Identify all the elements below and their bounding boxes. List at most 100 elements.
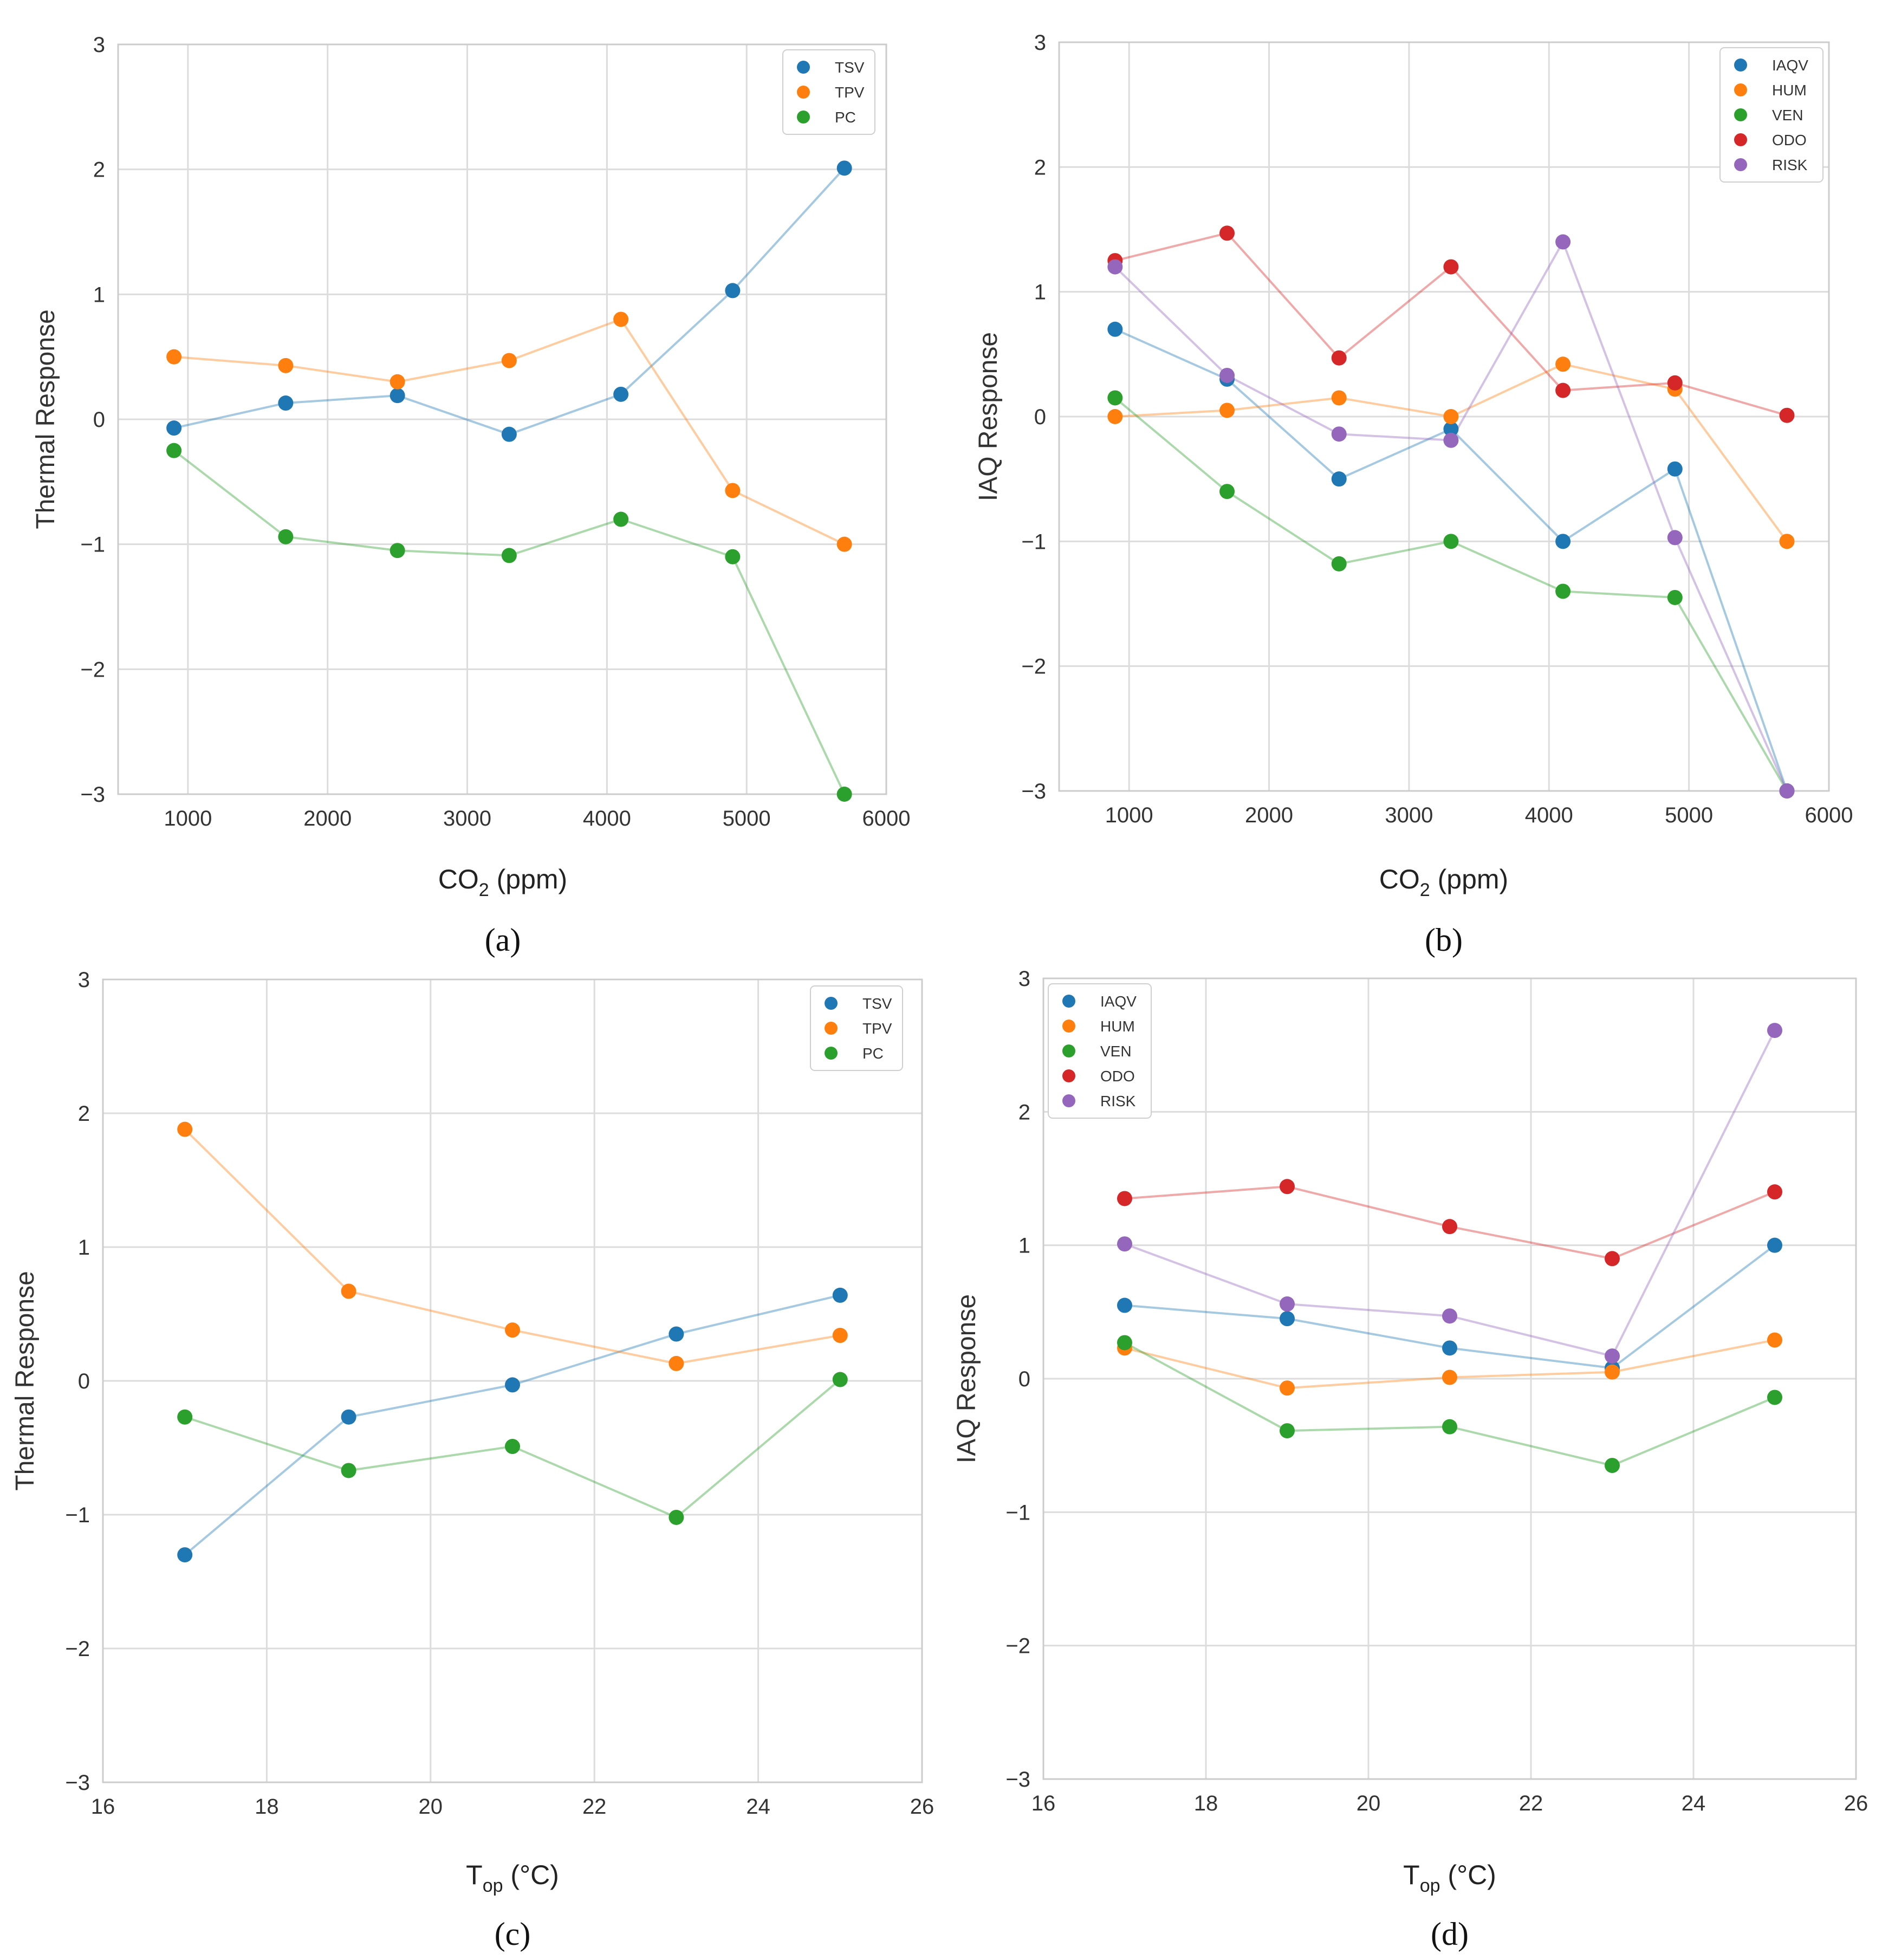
x-tick-label: 5000 [723, 807, 771, 830]
data-point-hum [1219, 403, 1235, 418]
legend-marker-tpv [825, 1022, 838, 1035]
data-point-odo [1280, 1179, 1295, 1195]
chart-a: 1000 2000 3000 4000 5000 6000 −3 −2 −1 0 1 2 3 Therma… [31, 33, 910, 958]
data-point-pc [669, 1509, 684, 1525]
y-tick-label: 1 [1018, 1234, 1030, 1258]
data-point-pc [166, 443, 182, 458]
x-tick-label: 2000 [1245, 803, 1293, 827]
x-axis-label-main: T [466, 1860, 483, 1890]
data-point-tpv [390, 374, 405, 390]
data-point-pc [501, 548, 517, 563]
x-axis-label-rest: (°C) [503, 1860, 559, 1890]
data-point-ven [1667, 589, 1683, 605]
data-point-hum [1331, 390, 1347, 406]
panel-label: (d) [1431, 1916, 1469, 1952]
series-points [166, 160, 852, 802]
y-tick-labels: −3 −2 −1 0 1 2 3 [80, 33, 105, 807]
data-point-pc [613, 511, 629, 527]
legend-label-tsv: TSV [835, 59, 865, 76]
data-point-pc [505, 1439, 520, 1455]
data-point-tsv [505, 1377, 520, 1393]
y-tick-label: −1 [65, 1503, 90, 1527]
x-tick-label: 24 [746, 1795, 770, 1819]
data-point-hum [1555, 356, 1571, 372]
data-point-hum [1779, 534, 1795, 549]
legend-label-odo: ODO [1772, 132, 1807, 148]
plot-frame [1042, 977, 1857, 1780]
x-tick-label: 22 [1519, 1792, 1543, 1815]
y-tick-label: 3 [78, 968, 90, 992]
y-tick-label: 2 [78, 1102, 90, 1126]
data-point-tpv [725, 483, 741, 498]
x-tick-label: 16 [1031, 1792, 1056, 1815]
x-tick-label: 26 [1844, 1792, 1868, 1815]
legend-marker-ven [1062, 1044, 1075, 1057]
data-point-ven [1331, 556, 1347, 572]
legend-marker-tsv [825, 997, 838, 1010]
y-axis-label: Thermal Response [31, 309, 60, 529]
y-tick-label: −1 [80, 533, 105, 557]
y-tick-label: −1 [1005, 1501, 1030, 1524]
data-point-odo [1443, 259, 1459, 275]
data-point-odo [1779, 407, 1795, 423]
panel-label: (c) [495, 1916, 531, 1952]
series-points [1107, 225, 1795, 799]
data-point-ven [1107, 390, 1123, 406]
legend-marker-odo [1062, 1069, 1075, 1082]
data-point-tsv [177, 1547, 193, 1563]
data-point-odo [1331, 350, 1347, 366]
data-point-iaqv [1443, 421, 1459, 437]
x-tick-labels: 16 18 20 22 24 26 [1031, 1792, 1868, 1815]
legend-label-ven: VEN [1100, 1043, 1132, 1060]
x-axis-label-sub: op [1420, 1875, 1440, 1896]
chart-d: 16 18 20 22 24 26 −3 −2 −1 0 1 2 3 IAQ Response Top (°… [952, 967, 1868, 1952]
data-point-ven [1442, 1419, 1457, 1435]
x-axis-label: Top (°C) [466, 1860, 559, 1896]
y-tick-label: −3 [1005, 1768, 1030, 1792]
data-point-hum [1442, 1370, 1457, 1385]
legend-marker-pc [825, 1047, 838, 1060]
legend-label-iaqv: IAQV [1100, 993, 1137, 1010]
x-tick-labels: 1000 2000 3000 4000 5000 6000 [164, 807, 910, 830]
data-point-ven [1280, 1423, 1295, 1439]
y-tick-label: −1 [1021, 530, 1046, 554]
x-tick-label: 6000 [862, 807, 911, 830]
data-point-tpv [669, 1355, 684, 1371]
data-point-tpv [501, 353, 517, 368]
data-point-iaqv [1767, 1237, 1782, 1253]
x-axis-label: CO2 (ppm) [1379, 864, 1508, 900]
legend: IAQV HUM VEN ODO RISK [1048, 983, 1152, 1119]
legend-label-iaqv: IAQV [1772, 57, 1808, 74]
y-tick-label: 1 [1034, 281, 1046, 304]
legend-label-hum: HUM [1772, 82, 1807, 99]
x-axis-label-main: CO [1379, 864, 1420, 894]
data-point-tpv [505, 1322, 520, 1338]
data-point-odo [1117, 1191, 1132, 1206]
x-axis-label-sub: op [483, 1875, 503, 1896]
data-point-tsv [836, 160, 852, 176]
data-point-iaqv [1442, 1340, 1457, 1356]
data-point-odo [1767, 1184, 1782, 1200]
data-point-risk [1443, 432, 1459, 448]
data-point-tsv [832, 1287, 848, 1303]
data-point-odo [1667, 375, 1683, 391]
data-point-ven [1219, 484, 1235, 499]
gridlines [118, 43, 887, 795]
legend: IAQV HUM VEN ODO RISK [1719, 47, 1823, 183]
x-tick-label: 4000 [583, 807, 631, 830]
y-tick-label: −3 [80, 783, 105, 807]
legend-box [1048, 983, 1152, 1119]
data-point-tpv [177, 1121, 193, 1137]
x-tick-label: 3000 [1385, 803, 1433, 827]
data-point-tsv [725, 283, 741, 298]
data-point-tsv [166, 420, 182, 436]
legend-marker-tpv [797, 86, 810, 99]
data-point-pc [390, 543, 405, 559]
y-tick-label: −2 [1005, 1634, 1030, 1658]
x-axis-label-sub: 2 [479, 880, 489, 900]
data-point-iaqv [1555, 534, 1571, 549]
data-point-ven [1605, 1458, 1620, 1474]
legend-marker-risk [1734, 158, 1747, 171]
y-tick-label: 2 [1018, 1100, 1030, 1124]
legend-marker-odo [1734, 133, 1747, 146]
